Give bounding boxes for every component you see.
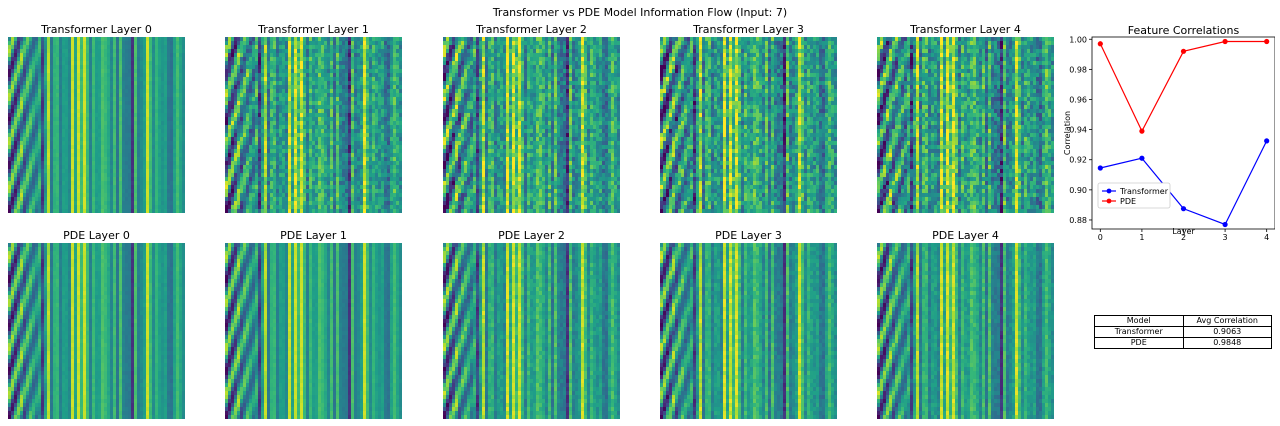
table-cell-model: PDE	[1094, 337, 1184, 349]
data-point-pde	[1180, 48, 1187, 54]
x-tick-label: 4	[1264, 233, 1269, 240]
data-point-pde	[1264, 38, 1270, 45]
data-point-pde	[1222, 38, 1228, 45]
chart-title: Feature Correlations	[1128, 24, 1240, 37]
pde-layer-2-title: PDE Layer 2	[498, 229, 565, 242]
x-tick-label: 2	[1181, 233, 1186, 240]
data-point-pde	[1139, 128, 1145, 134]
transformer-layer-0-title: Transformer Layer 0	[41, 23, 152, 36]
figure-title: Transformer vs PDE Model Information Flo…	[492, 6, 788, 19]
y-tick-label: 0.90	[1069, 186, 1087, 195]
table-cell-value: 0.9063	[1182, 326, 1272, 338]
y-tick-label: 0.96	[1069, 95, 1087, 104]
x-axis-label: Layer	[1172, 227, 1195, 236]
transformer-layer-4-heatmap	[877, 37, 1054, 213]
transformer-layer-2-title: Transformer Layer 2	[476, 23, 587, 36]
transformer-layer-2-heatmap	[443, 37, 620, 213]
table-row: Transformer 0.9063	[1094, 326, 1272, 338]
pde-layer-1-title: PDE Layer 1	[280, 229, 347, 242]
y-tick-label: 0.94	[1069, 126, 1087, 135]
y-tick-label: 0.88	[1069, 216, 1087, 225]
table-header-model: Model	[1094, 315, 1184, 327]
data-point-transformer	[1264, 138, 1270, 144]
data-point-transformer	[1180, 206, 1187, 212]
pde-layer-4-heatmap	[877, 243, 1054, 419]
pde-layer-0-heatmap	[8, 243, 185, 419]
legend-swatch-marker	[1106, 198, 1112, 204]
x-tick-label: 1	[1139, 233, 1144, 240]
x-tick-label: 0	[1098, 233, 1103, 240]
pde-layer-2-heatmap	[443, 243, 620, 419]
series-line-pde	[1099, 40, 1267, 133]
data-point-pde	[1097, 41, 1103, 47]
data-point-transformer	[1222, 221, 1228, 228]
feature-correlations-chart: Feature Correlations 0.88 0.90 0.92 0.94 0.9…	[1063, 24, 1275, 240]
x-tick-label: 3	[1223, 233, 1228, 240]
pde-layer-1-heatmap	[225, 243, 402, 419]
transformer-layer-3-title: Transformer Layer 3	[693, 23, 804, 36]
transformer-layer-3-heatmap	[660, 37, 837, 213]
data-point-transformer	[1139, 155, 1145, 161]
pde-layer-3-title: PDE Layer 3	[715, 229, 782, 242]
pde-layer-4-title: PDE Layer 4	[932, 229, 999, 242]
transformer-layer-4-title: Transformer Layer 4	[910, 23, 1021, 36]
transformer-layer-1-title: Transformer Layer 1	[258, 23, 369, 36]
y-tick-label: 0.92	[1069, 156, 1087, 165]
y-tick-label: 0.98	[1069, 65, 1087, 74]
pde-layer-3-heatmap	[660, 243, 837, 419]
table-row: PDE 0.9848	[1094, 337, 1272, 349]
table-header-avg-correlation: Avg Correlation	[1182, 315, 1272, 327]
transformer-layer-1-heatmap	[225, 37, 402, 213]
y-axis-label: Correlation	[1063, 111, 1072, 155]
avg-correlation-table: Model Avg Correlation Transformer 0.9063…	[1094, 315, 1272, 349]
data-point-transformer	[1097, 165, 1103, 171]
transformer-layer-0-heatmap	[8, 37, 185, 213]
pde-layer-0-title: PDE Layer 0	[63, 229, 130, 242]
plot-frame	[1091, 36, 1275, 230]
y-tick-label: 1.00	[1069, 35, 1087, 44]
legend-label: Transformer	[1119, 187, 1169, 196]
table-cell-value: 0.9848	[1182, 337, 1272, 349]
table-cell-model: Transformer	[1094, 326, 1184, 338]
legend-swatch-marker	[1106, 188, 1112, 194]
legend-label: PDE	[1120, 197, 1136, 206]
